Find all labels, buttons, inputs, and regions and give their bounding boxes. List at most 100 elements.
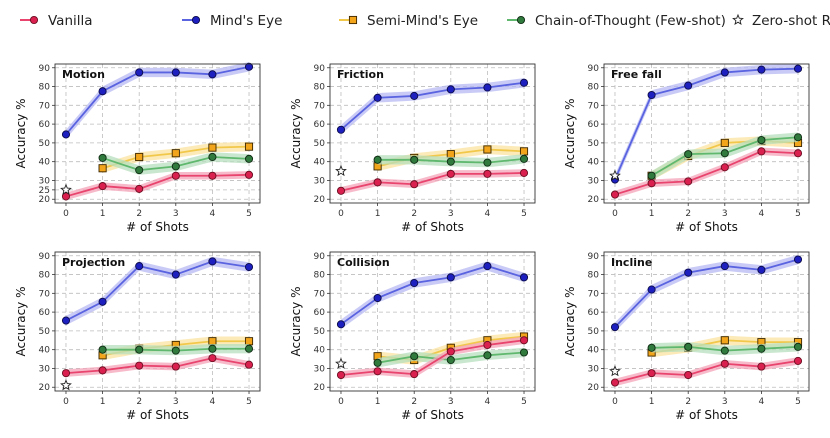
data-point <box>519 348 529 357</box>
x-tick-label: 2 <box>136 209 142 219</box>
data-point <box>410 180 419 189</box>
y-tick-label: 30 <box>314 364 326 374</box>
series-vanilla <box>336 336 529 380</box>
x-tick-label: 2 <box>411 397 417 407</box>
data-point <box>335 357 347 369</box>
data-point <box>757 362 766 371</box>
data-point <box>61 192 71 201</box>
data-point <box>336 370 346 380</box>
data-point <box>244 62 254 71</box>
data-point <box>373 93 382 102</box>
panel-title: Friction <box>337 68 384 81</box>
data-point <box>684 342 693 351</box>
y-tick-label: 50 <box>39 139 51 149</box>
x-tick-label: 4 <box>485 209 491 219</box>
legend-marker <box>732 13 744 26</box>
data-point <box>483 169 492 178</box>
panel-projection: 20 30 40 50 60 70 80 90 0 1 2 3 4 5 Projection # of Sho… <box>14 251 261 422</box>
plot-frame <box>54 63 261 204</box>
data-point <box>519 336 529 345</box>
series-band <box>340 169 525 195</box>
legend-label: Mind's Eye <box>210 13 282 29</box>
plot-frame <box>603 251 810 392</box>
data-point <box>98 345 107 354</box>
data-point <box>610 323 620 332</box>
series-zero <box>335 357 347 369</box>
x-axis-label: # of Shots <box>401 220 464 234</box>
data-point <box>446 273 455 282</box>
data-point <box>483 340 492 350</box>
data-point <box>135 166 144 175</box>
series-zero <box>335 164 347 177</box>
y-tick-label: 90 <box>588 252 600 262</box>
data-point <box>720 336 729 345</box>
series-line <box>65 260 250 322</box>
legend-entry-semi: Semi-Mind's Eye <box>339 13 478 29</box>
data-point <box>244 154 254 163</box>
data-point <box>647 171 656 180</box>
y-tick-label: 90 <box>588 64 600 74</box>
data-point <box>610 378 620 387</box>
legend-entry-vanilla: Vanilla <box>20 13 93 29</box>
series-cot <box>373 347 529 368</box>
legend-entry-zero: Zero-shot Reasoner (Zero-shot) <box>732 13 830 29</box>
y-tick-label: 60 <box>314 120 326 130</box>
panel-free-fall: 20 30 40 50 60 70 80 90 0 1 2 3 4 5 Free fall # of Shot… <box>563 63 810 234</box>
series-line <box>340 339 525 376</box>
y-tick-label: 40 <box>39 158 51 168</box>
series-vanilla <box>336 168 529 195</box>
series-line <box>65 357 250 375</box>
y-tick-label: 80 <box>39 83 51 93</box>
y-tick-label: 20 <box>314 195 326 205</box>
data-point <box>336 186 346 195</box>
data-point <box>244 360 254 369</box>
series-vanilla <box>61 354 254 378</box>
data-point <box>446 347 455 356</box>
series-minds_eye <box>610 254 803 332</box>
y-tick-label: 80 <box>588 83 600 93</box>
data-point <box>757 136 766 145</box>
y-axis-label: Accuracy % <box>14 286 28 356</box>
panel-friction: 20 30 40 50 60 70 80 90 0 1 2 3 4 5 Friction # of Shots… <box>289 63 536 234</box>
panel-title: Free fall <box>611 68 662 81</box>
legend-marker <box>191 15 201 25</box>
y-tick-label: 80 <box>314 83 326 93</box>
data-point <box>410 155 419 164</box>
x-tick-label: 5 <box>795 397 801 407</box>
x-tick-label: 0 <box>63 397 69 407</box>
x-tick-label: 2 <box>136 397 142 407</box>
x-axis-label: # of Shots <box>401 408 464 422</box>
x-tick-label: 0 <box>338 397 344 407</box>
x-tick-label: 5 <box>795 209 801 219</box>
chart-legend: Vanilla Mind's Eye Semi-Mind's Eye Chain-of… <box>20 13 830 29</box>
legend-label: Vanilla <box>48 13 93 29</box>
data-point <box>519 78 529 87</box>
data-point <box>208 152 217 162</box>
data-point <box>208 354 217 363</box>
y-tick-label: 70 <box>314 101 326 111</box>
x-axis-label: # of Shots <box>126 408 189 422</box>
data-point <box>208 70 217 79</box>
y-axis-label: Accuracy % <box>289 98 303 168</box>
data-point <box>61 369 71 378</box>
data-point <box>684 81 693 90</box>
y-tick-label: 50 <box>314 327 326 337</box>
series-minds_eye <box>336 261 529 330</box>
y-tick-label: 60 <box>39 120 51 130</box>
data-point <box>793 149 803 158</box>
y-tick-label: 30 <box>314 176 326 186</box>
x-tick-label: 2 <box>685 397 691 407</box>
series-line <box>614 150 799 196</box>
data-point <box>483 145 492 154</box>
data-point <box>647 343 656 352</box>
y-tick-label: 40 <box>314 346 326 356</box>
y-tick-label: 40 <box>314 158 326 168</box>
data-point <box>135 361 144 370</box>
data-point <box>135 68 144 77</box>
x-tick-label: 0 <box>338 209 344 219</box>
series-vanilla <box>610 356 803 387</box>
data-point <box>171 346 180 355</box>
data-point <box>373 155 382 164</box>
series-line <box>614 67 799 180</box>
